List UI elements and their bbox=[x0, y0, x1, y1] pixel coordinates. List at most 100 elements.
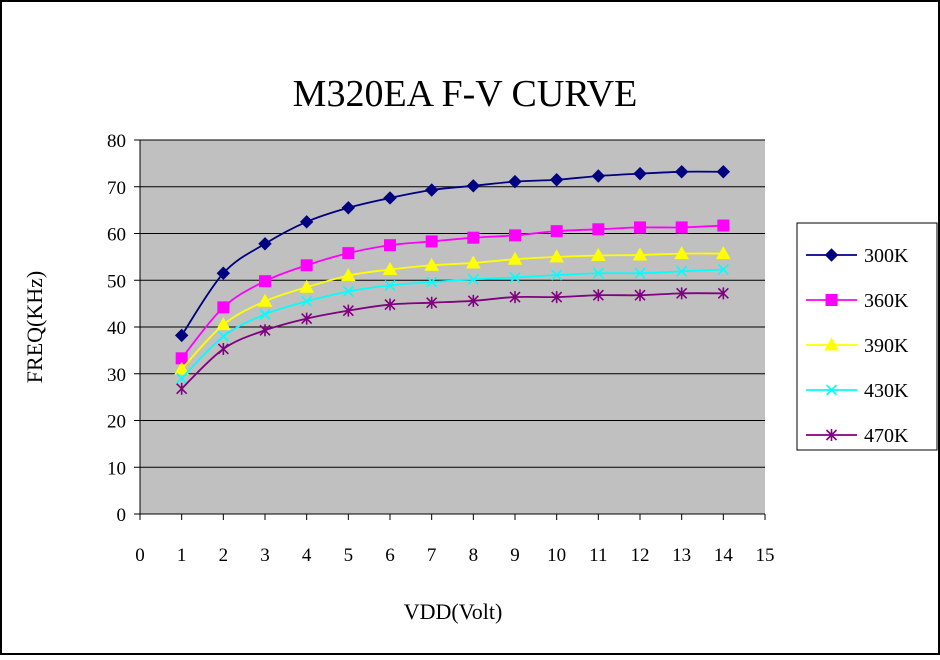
series-line-430K bbox=[181, 268, 724, 380]
legend-label: 470K bbox=[864, 425, 909, 447]
legend-box bbox=[796, 222, 938, 451]
data-point-470K bbox=[384, 298, 396, 311]
series-390K bbox=[174, 246, 731, 375]
x-tick-label: 13 bbox=[672, 545, 691, 566]
data-point-430K bbox=[342, 285, 354, 298]
legend-item-430K: 430K bbox=[806, 380, 909, 402]
gridlines bbox=[140, 139, 765, 468]
data-point-390K bbox=[257, 293, 273, 307]
legend-marker bbox=[824, 337, 839, 351]
data-point-360K bbox=[592, 223, 605, 236]
data-point-300K bbox=[716, 165, 731, 179]
x-tick-label: 15 bbox=[756, 545, 775, 566]
y-tick-label: 0 bbox=[117, 505, 127, 526]
x-tick-label: 12 bbox=[631, 545, 650, 566]
data-point-300K bbox=[508, 174, 522, 189]
x-tick-label: 14 bbox=[714, 545, 734, 566]
y-tick-label: 40 bbox=[107, 318, 126, 339]
series-360K bbox=[175, 219, 730, 365]
data-point-430K bbox=[717, 263, 729, 276]
data-point-390K bbox=[215, 317, 231, 331]
data-point-470K bbox=[176, 382, 188, 395]
x-tick-label: 4 bbox=[302, 545, 312, 566]
y-tick-label: 50 bbox=[107, 271, 126, 292]
data-point-390K bbox=[715, 246, 731, 260]
x-tick-label: 3 bbox=[260, 545, 270, 566]
data-point-360K bbox=[509, 229, 521, 242]
data-point-300K bbox=[299, 215, 314, 229]
data-point-470K bbox=[217, 342, 229, 355]
legend: 300K 360K 390K 430K 470K bbox=[796, 222, 938, 451]
data-point-390K bbox=[632, 247, 648, 261]
data-point-430K bbox=[509, 271, 521, 284]
data-point-300K bbox=[383, 191, 397, 205]
data-point-300K bbox=[174, 328, 189, 343]
legend-marker bbox=[825, 384, 838, 396]
data-point-360K bbox=[300, 259, 313, 272]
x-tick-label: 9 bbox=[510, 545, 520, 566]
data-point-360K bbox=[259, 275, 271, 288]
chart-title: M320EA F-V CURVE bbox=[293, 73, 638, 115]
series-470K bbox=[176, 287, 729, 395]
data-point-470K bbox=[259, 324, 271, 337]
data-point-470K bbox=[509, 291, 521, 304]
data-point-300K bbox=[591, 169, 606, 183]
legend-label: 300K bbox=[864, 245, 909, 267]
x-tick-label: 8 bbox=[469, 545, 479, 566]
x-tick-label: 5 bbox=[344, 545, 354, 566]
data-point-360K bbox=[384, 239, 396, 252]
data-point-430K bbox=[176, 372, 188, 384]
data-point-300K bbox=[549, 173, 564, 187]
data-point-470K bbox=[634, 289, 646, 302]
data-point-430K bbox=[384, 279, 396, 291]
data-point-300K bbox=[674, 165, 689, 179]
data-point-430K bbox=[676, 265, 688, 277]
data-point-360K bbox=[425, 235, 438, 248]
data-point-390K bbox=[299, 279, 315, 293]
series-300K bbox=[174, 165, 731, 343]
data-point-360K bbox=[634, 221, 646, 234]
x-tick-label: 2 bbox=[219, 545, 229, 566]
legend-item-360K: 360K bbox=[806, 290, 909, 312]
legend-item-390K: 390K bbox=[806, 335, 909, 357]
data-point-430K bbox=[467, 273, 479, 285]
x-tick-label: 11 bbox=[589, 545, 607, 566]
x-tick-label: 1 bbox=[177, 545, 187, 566]
y-axis-title: FREQ(KHz) bbox=[22, 271, 47, 383]
data-point-430K bbox=[551, 269, 563, 281]
data-point-470K bbox=[592, 289, 604, 302]
legend-item-300K: 300K bbox=[806, 245, 909, 267]
data-point-360K bbox=[467, 231, 480, 244]
legend-marker bbox=[825, 294, 838, 306]
data-point-470K bbox=[342, 304, 354, 317]
y-tick-label: 20 bbox=[107, 412, 126, 433]
x-axis-title: VDD(Volt) bbox=[404, 599, 503, 624]
data-point-470K bbox=[426, 296, 438, 309]
data-point-470K bbox=[717, 287, 729, 300]
y-tick-label: 10 bbox=[107, 458, 126, 479]
series-430K bbox=[176, 263, 729, 384]
data-point-300K bbox=[216, 266, 231, 280]
data-point-390K bbox=[549, 249, 565, 263]
y-tick-label: 80 bbox=[107, 131, 126, 152]
data-point-390K bbox=[590, 247, 606, 261]
data-point-470K bbox=[551, 291, 563, 304]
data-point-390K bbox=[465, 255, 481, 269]
data-point-430K bbox=[426, 276, 438, 288]
legend-marker bbox=[825, 429, 838, 441]
data-point-300K bbox=[258, 237, 272, 251]
data-point-430K bbox=[259, 308, 271, 320]
y-tick-label: 70 bbox=[107, 178, 126, 199]
data-point-300K bbox=[466, 179, 481, 193]
data-point-300K bbox=[424, 183, 439, 197]
data-point-390K bbox=[507, 251, 523, 265]
data-point-390K bbox=[674, 246, 690, 260]
x-tick-label: 6 bbox=[385, 545, 395, 566]
x-tick-label: 10 bbox=[547, 545, 566, 566]
data-point-360K bbox=[717, 219, 730, 232]
data-point-390K bbox=[382, 261, 398, 275]
data-point-360K bbox=[342, 247, 355, 260]
x-tick-label: 7 bbox=[427, 545, 437, 566]
